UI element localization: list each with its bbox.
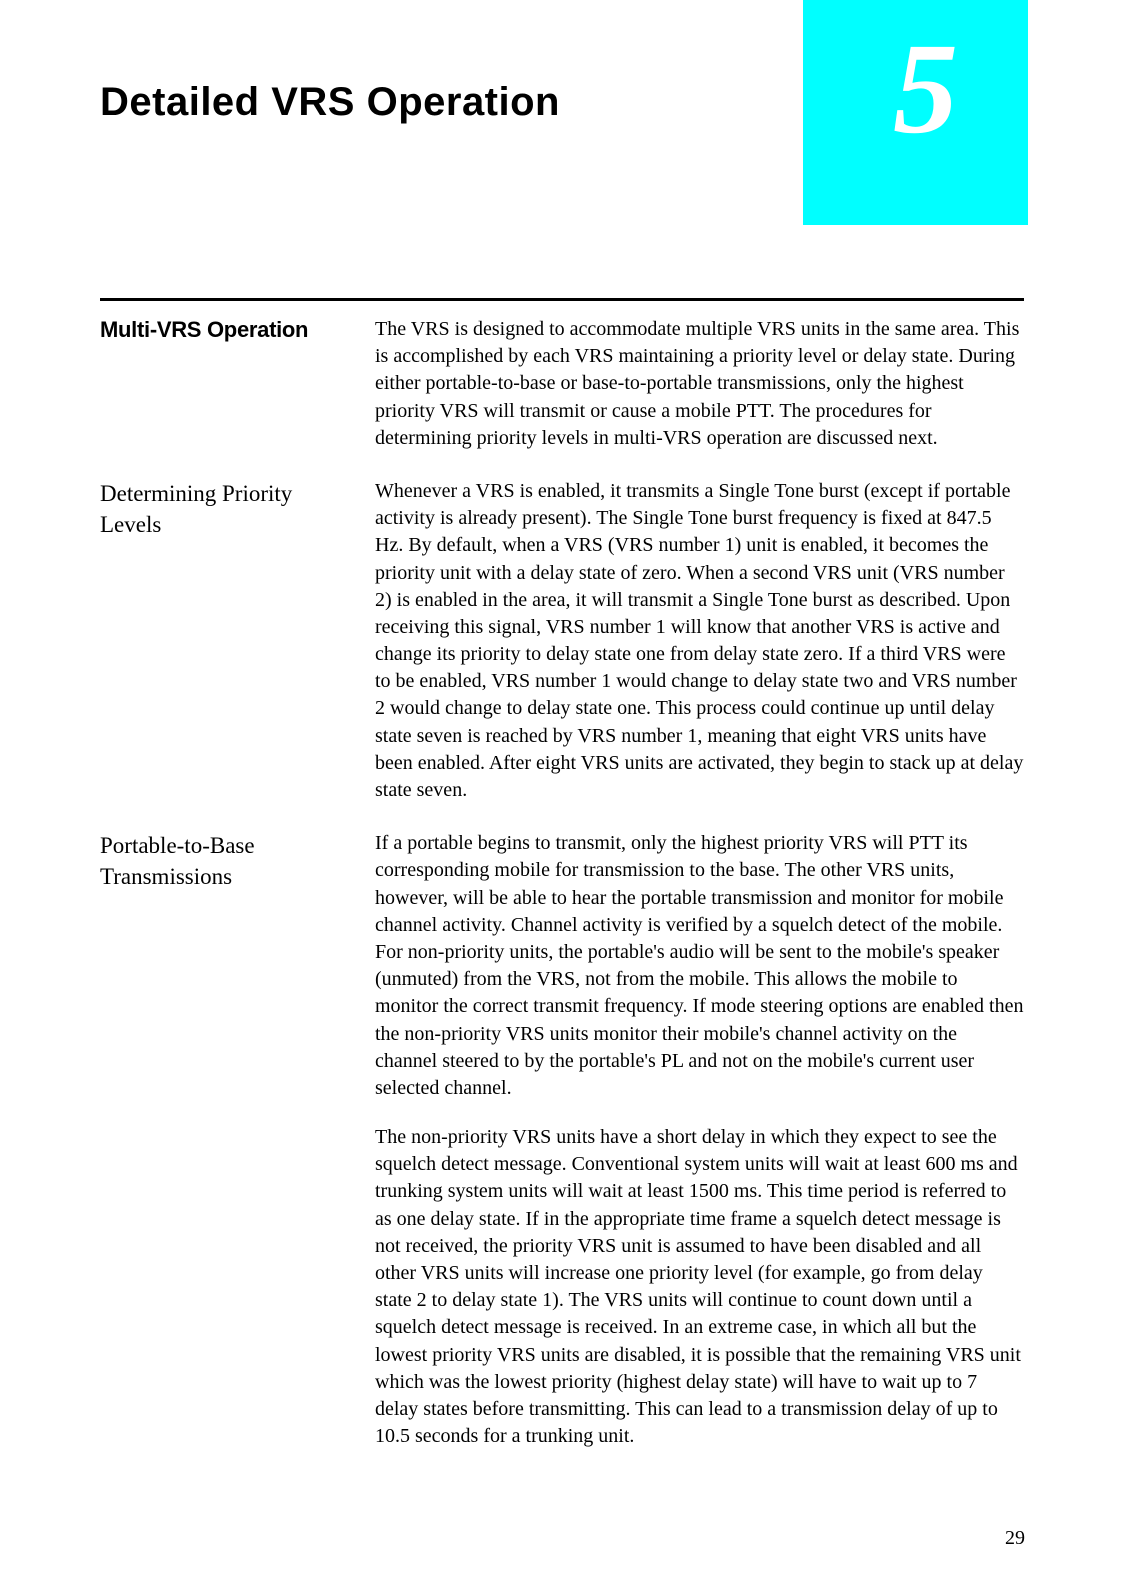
section-heading: Portable-to-Base Transmissions <box>100 830 375 1450</box>
page-number: 29 <box>1005 1527 1025 1550</box>
section-body: The VRS is designed to accommodate multi… <box>375 316 1024 452</box>
section-heading: Determining Priority Levels <box>100 478 375 804</box>
section-body: If a portable begins to transmit, only t… <box>375 830 1024 1450</box>
section-divider <box>100 298 1024 301</box>
chapter-title: Detailed VRS Operation <box>100 80 560 125</box>
section-portable-to-base-transmissions: Portable-to-Base Transmissions If a port… <box>100 830 1024 1450</box>
chapter-tab: 5 <box>803 0 1028 225</box>
body-paragraph: If a portable begins to transmit, only t… <box>375 830 1024 1102</box>
section-body: Whenever a VRS is enabled, it transmits … <box>375 478 1024 804</box>
section-heading: Multi-VRS Operation <box>100 316 375 452</box>
section-multi-vrs-operation: Multi-VRS Operation The VRS is designed … <box>100 316 1024 452</box>
body-paragraph: The non-priority VRS units have a short … <box>375 1124 1024 1450</box>
body-paragraph: The VRS is designed to accommodate multi… <box>375 316 1024 452</box>
section-determining-priority-levels: Determining Priority Levels Whenever a V… <box>100 478 1024 804</box>
chapter-number: 5 <box>893 24 958 154</box>
body-paragraph: Whenever a VRS is enabled, it transmits … <box>375 478 1024 804</box>
content-area: Multi-VRS Operation The VRS is designed … <box>100 316 1024 1476</box>
